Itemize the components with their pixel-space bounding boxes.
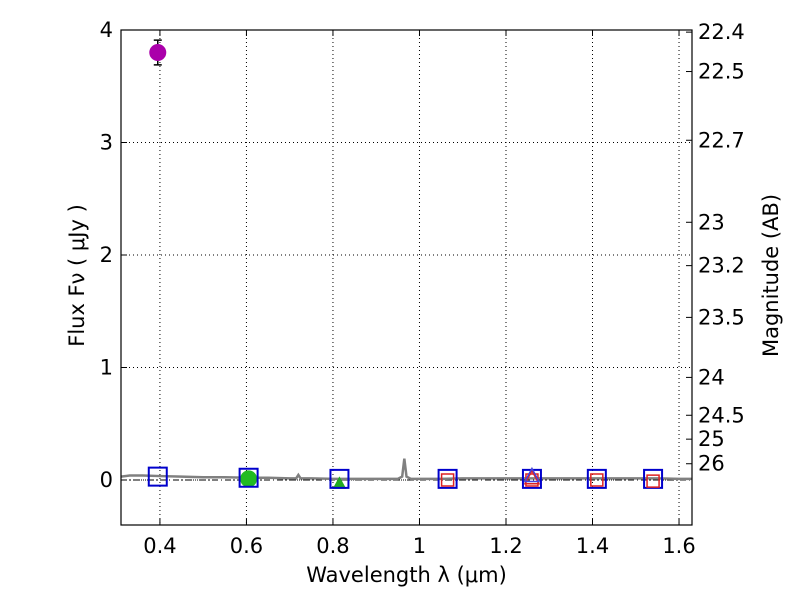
x-tick-label: 1.2 xyxy=(489,534,522,558)
grid-lines xyxy=(121,29,692,525)
data-point xyxy=(523,469,541,485)
y-tick-label: 0 xyxy=(100,468,113,492)
spectrum-line xyxy=(120,458,692,481)
data-point xyxy=(586,468,607,489)
y2-axis-title: Magnitude (AB) xyxy=(759,194,783,357)
y-tick-label: 2 xyxy=(100,243,113,267)
data-point xyxy=(440,473,455,487)
y-tick-label: 3 xyxy=(100,131,113,155)
x-tick-label: 1 xyxy=(413,534,426,558)
data-point xyxy=(329,468,350,489)
data-point xyxy=(646,474,660,488)
x-tick-label: 1.4 xyxy=(576,534,609,558)
y2-tick-label: 23.2 xyxy=(698,254,745,278)
x-tick-label: 0.8 xyxy=(316,534,349,558)
plot-series xyxy=(120,39,692,489)
y2-tick-label: 22.7 xyxy=(698,128,745,152)
x-tick-label: 1.6 xyxy=(662,534,695,558)
y-tick-label: 4 xyxy=(100,18,113,42)
data-point xyxy=(240,470,258,488)
data-point xyxy=(523,466,541,483)
y2-tick-label: 26 xyxy=(698,452,725,476)
data-point xyxy=(437,468,458,489)
y-axis-title: Flux Fν ( μJy ) xyxy=(65,204,89,347)
data-point xyxy=(147,466,168,487)
data-point xyxy=(149,44,167,61)
y2-tick-label: 23.5 xyxy=(698,305,745,329)
x-tick-label: 0.6 xyxy=(230,534,263,558)
data-point xyxy=(238,467,259,488)
y-tick-label: 1 xyxy=(100,356,113,380)
plot-frame xyxy=(120,29,693,526)
y2-tick-label: 22.4 xyxy=(698,20,745,44)
y2-tick-label: 25 xyxy=(698,427,725,451)
x-axis-title: Wavelength λ (μm) xyxy=(306,563,507,587)
y2-tick-label: 24 xyxy=(698,365,725,389)
y2-tick-label: 23 xyxy=(698,210,725,234)
data-point xyxy=(590,473,604,487)
y2-tick-label: 24.5 xyxy=(698,403,745,427)
y2-tick-label: 22.5 xyxy=(698,60,745,84)
x-tick-label: 0.4 xyxy=(143,534,176,558)
